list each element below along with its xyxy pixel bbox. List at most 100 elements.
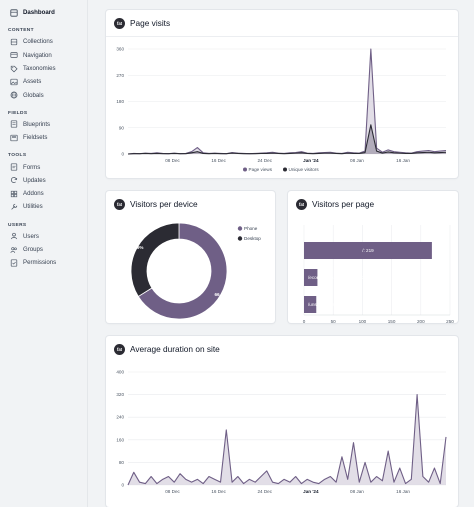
series-line — [127, 394, 447, 486]
sidebar-item-navigation[interactable]: Navigation — [0, 49, 87, 62]
legend-label: Phone — [244, 226, 258, 231]
sidebar-item-label: Navigation — [23, 51, 52, 59]
x-tick-label: 24 Dec — [257, 158, 272, 163]
sidebar-item-label: Dashboard — [23, 9, 55, 17]
sidebar-item-label: Addons — [23, 190, 44, 198]
slice-value-label: 66.1% — [214, 292, 227, 297]
series-area — [128, 394, 446, 485]
sidebar-item-updates[interactable]: Updates — [0, 174, 87, 187]
sidebar-item-label: Users — [23, 232, 39, 240]
collections-icon — [10, 38, 18, 46]
visitors-per-page-widget: fat Visitors per page 0 50 100 150 200 250 /: … — [288, 191, 458, 323]
utility-icon — [10, 203, 18, 211]
image-icon — [10, 78, 18, 86]
sidebar-item-groups[interactable]: Groups — [0, 243, 87, 256]
sidebar-item-label: Groups — [23, 246, 43, 253]
x-tick-label: 200 — [417, 319, 425, 323]
sidebar-item-permissions[interactable]: Permissions — [0, 256, 87, 269]
y-tick-label: 80 — [119, 460, 125, 465]
sidebar-item-utilities[interactable]: Utilities — [0, 200, 87, 213]
sidebar-item-label: Updates — [23, 176, 46, 184]
x-tick-label: 16 Jan — [396, 489, 410, 494]
widget-logo-icon: fat — [296, 198, 307, 210]
sidebar-item-users[interactable]: Users — [0, 230, 87, 243]
sidebar-section-title: FIELDS — [8, 110, 28, 116]
sidebar-section-title: USERS — [8, 222, 27, 228]
sidebar-item-fieldsets[interactable]: Fieldsets — [0, 131, 87, 144]
legend-dot — [237, 226, 243, 231]
x-tick-label: 100 — [359, 319, 367, 323]
x-tick-label: 16 Jan — [396, 158, 410, 163]
y-tick-label: 400 — [116, 370, 124, 375]
x-tick-label: 16 Dec — [211, 489, 226, 494]
pie-slice — [137, 222, 228, 320]
dashboard-icon — [10, 9, 18, 17]
visitors-per-device-widget: fat Visitors per device 66.1% 33.9% Phone D… — [106, 191, 275, 323]
sidebar-item-blueprints[interactable]: Blueprints — [0, 118, 87, 131]
sidebar-item-label: Taxonomies — [23, 65, 56, 73]
sidebar-item-label: Forms — [23, 163, 41, 171]
x-tick-label: Jan '24 — [303, 158, 319, 163]
sidebar-item-taxonomies[interactable]: Taxonomies — [0, 62, 87, 75]
tag-icon — [10, 65, 18, 73]
average-duration-widget: fat Average duration on site 0 80 160 240 32… — [106, 336, 458, 507]
sidebar-item-forms[interactable]: Forms — [0, 160, 87, 173]
permission-icon — [10, 259, 18, 267]
widget-title: Visitors per page — [312, 199, 375, 209]
sidebar-item-label: Globals — [23, 91, 44, 99]
bar-value-label: /unsubscribe: 21 — [308, 302, 342, 307]
widget-title: Visitors per device — [130, 199, 198, 209]
x-tick-label: 150 — [388, 319, 396, 323]
legend-label: Page views — [249, 167, 273, 172]
addon-icon — [10, 190, 18, 198]
x-tick-label: 08 Dec — [165, 158, 180, 163]
visitors-per-page-chart: 0 50 100 150 200 250 /: 219/ecommerce/nl/landi… — [303, 225, 454, 323]
blueprint-icon — [10, 120, 18, 128]
user-icon — [10, 232, 18, 240]
sidebar-nav: Dashboard CONTENT Collections Navigation Ta… — [0, 0, 88, 507]
legend-label: Desktop — [244, 236, 261, 241]
sidebar-item-label: Blueprints — [23, 120, 51, 128]
legend-dot — [283, 167, 287, 172]
sidebar-item-label: Utilities — [23, 203, 43, 211]
legend-dot — [237, 236, 243, 241]
sidebar-item-label: Fieldsets — [23, 134, 48, 142]
sidebar-item-label: Assets — [23, 78, 42, 86]
x-tick-label: 08 Dec — [165, 489, 180, 494]
y-tick-label: 360 — [116, 47, 124, 52]
device-donut-chart: 66.1% 33.9% Phone Desktop — [130, 222, 261, 320]
bar[interactable] — [304, 242, 432, 259]
sidebar-item-assets[interactable]: Assets — [0, 75, 87, 88]
sidebar-item-dashboard[interactable]: Dashboard — [0, 6, 87, 19]
page-visits-widget: fat Page visits 0 90 180 270 360 08 Dec 16 Dec… — [106, 10, 458, 178]
sidebar-item-addons[interactable]: Addons — [0, 187, 87, 200]
fieldset-icon — [10, 134, 18, 142]
widget-title: Page visits — [130, 18, 171, 28]
bar[interactable] — [304, 269, 318, 286]
bar-value-label: /: 219 — [362, 248, 374, 253]
y-tick-label: 180 — [116, 99, 124, 104]
y-tick-label: 0 — [121, 483, 124, 488]
series-area — [128, 124, 446, 154]
widget-logo-icon: fat — [114, 343, 125, 355]
page-visits-chart: 0 90 180 270 360 08 Dec 16 Dec 24 Dec Jan '24 08 … — [116, 47, 447, 172]
updates-icon — [10, 176, 18, 184]
x-tick-label: 08 Jan — [350, 158, 364, 163]
sidebar-item-globals[interactable]: Globals — [0, 88, 87, 101]
widget-logo-icon: fat — [114, 198, 125, 210]
sidebar-item-label: Collections — [23, 38, 53, 46]
bar-value-label: /ecommerce/nl/landing-nl: 23 — [308, 275, 367, 280]
form-icon — [10, 163, 18, 171]
x-tick-label: 250 — [446, 319, 454, 323]
sidebar-item-collections[interactable]: Collections — [0, 35, 87, 48]
y-tick-label: 160 — [116, 437, 124, 442]
sidebar-section-title: CONTENT — [8, 28, 34, 34]
series-line — [127, 124, 447, 155]
x-tick-label: 08 Jan — [350, 489, 364, 494]
x-tick-label: 24 Dec — [257, 489, 272, 494]
widget-logo-icon: fat — [114, 17, 125, 29]
y-tick-label: 320 — [116, 392, 124, 397]
pie-slice — [130, 222, 180, 298]
bar[interactable] — [304, 296, 317, 313]
x-tick-label: Jan '24 — [303, 489, 319, 494]
